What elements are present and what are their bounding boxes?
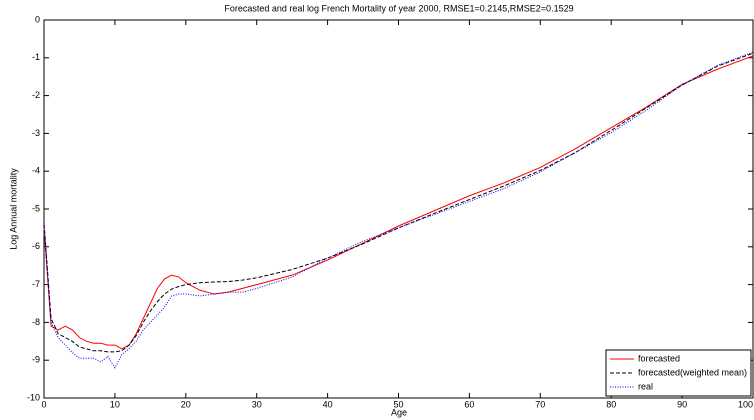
legend-label: forecasted(weighted mean) xyxy=(638,367,747,377)
y-tick-label: -4 xyxy=(32,166,40,176)
y-tick-label: -7 xyxy=(32,279,40,289)
y-tick-label: -8 xyxy=(32,317,40,327)
y-tick-label: -3 xyxy=(32,128,40,138)
y-tick-label: -5 xyxy=(32,203,40,213)
chart-title: Forecasted and real log French Mortality… xyxy=(224,3,573,13)
plot-area xyxy=(43,19,754,399)
x-tick-label: 30 xyxy=(252,399,262,409)
x-tick-label: 50 xyxy=(393,399,403,409)
y-tick-label: -2 xyxy=(32,90,40,100)
x-tick-label: 20 xyxy=(181,399,191,409)
x-tick-label: 70 xyxy=(535,399,545,409)
x-tick-label: 80 xyxy=(606,399,616,409)
x-tick-label: 40 xyxy=(323,399,333,409)
legend-label: forecasted xyxy=(638,353,680,363)
x-tick-label: 90 xyxy=(677,399,687,409)
x-tick-label: 10 xyxy=(110,399,120,409)
x-axis-label: Age xyxy=(391,407,407,417)
y-tick-label: -6 xyxy=(32,241,40,251)
y-axis-label: Log Annual mortality xyxy=(8,168,18,250)
x-tick-label: 0 xyxy=(41,399,46,409)
y-tick-label: -9 xyxy=(32,355,40,365)
series-line xyxy=(43,52,754,353)
series-line xyxy=(43,55,754,350)
y-tick-label: -10 xyxy=(27,392,40,402)
x-tick-label: 60 xyxy=(464,399,474,409)
y-tick-label: 0 xyxy=(35,14,40,24)
x-tick-label: 100 xyxy=(738,399,753,409)
y-tick-label: -1 xyxy=(32,52,40,62)
legend-label: real xyxy=(638,381,653,391)
